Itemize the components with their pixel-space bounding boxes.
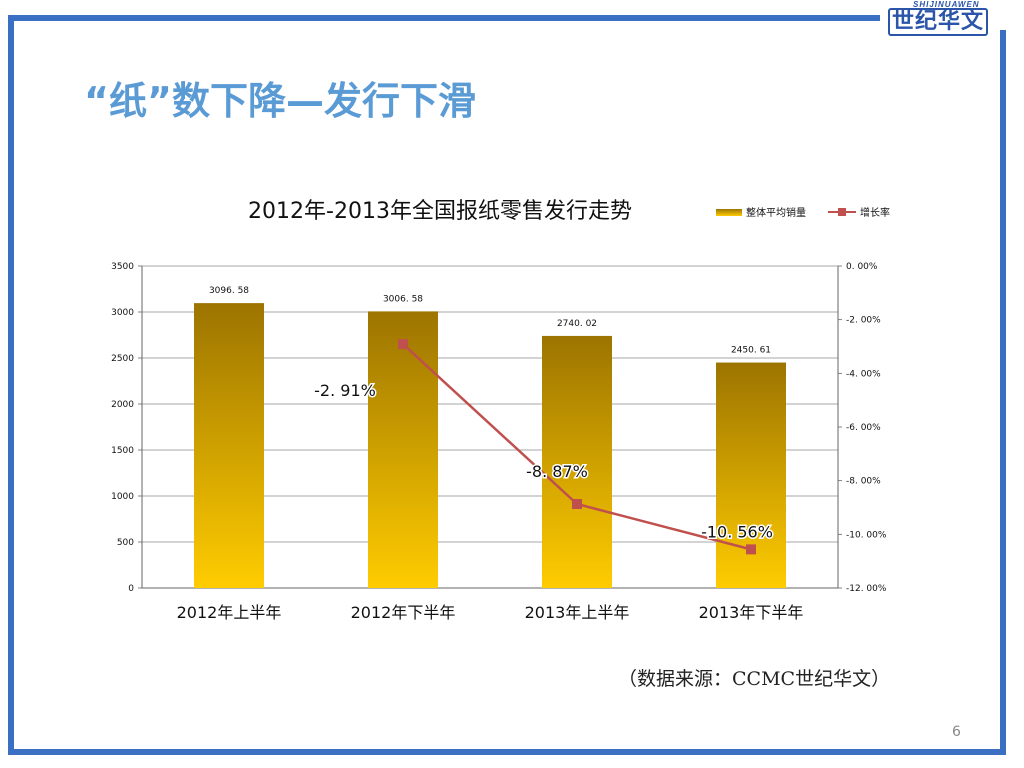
right-axis-tick-label: -12. 00% [846,584,887,594]
bar [194,303,264,588]
x-axis-category-label: 2012年下半年 [351,603,456,622]
left-axis-tick-label: 0 [128,584,134,594]
logo: 世纪华文 [891,9,984,34]
x-axis-category-label: 2012年上半年 [177,603,282,622]
frame-right-border [1000,30,1006,755]
right-axis-tick-label: -6. 00% [846,423,881,433]
bar [368,311,438,588]
logo-frame [888,8,988,36]
frame-top-border [10,15,880,21]
left-axis-tick-label: 2000 [111,400,134,410]
x-axis-category-label: 2013年下半年 [699,603,804,622]
frame-bottom-border [8,749,1006,755]
left-axis-tick-label: 500 [117,538,134,548]
growth-rate-label: -10. 56% [701,522,773,541]
bar-value-label: 2740. 02 [557,319,597,329]
growth-rate-marker [746,544,756,555]
frame-left-border [8,15,14,755]
left-axis-tick-label: 1000 [111,492,134,502]
bar-value-label: 2450. 61 [731,346,771,356]
slide-title: “纸”数下降—发行下滑 [84,79,476,123]
growth-rate-marker [398,339,408,350]
legend-line-label: 增长率 [860,206,890,219]
legend-line-marker [838,208,846,216]
data-source-note: （数据来源：CCMC世纪华文） [618,668,891,690]
left-axis-tick-label: 1500 [111,446,134,456]
growth-rate-label: -8. 87% [526,462,588,481]
left-axis-tick-label: 3000 [111,308,134,318]
x-axis-category-label: 2013年上半年 [525,603,630,622]
page-number: 6 [952,724,961,740]
left-axis-tick-label: 2500 [111,354,134,364]
right-axis-tick-label: -10. 00% [846,530,887,540]
right-axis-tick-label: 0. 00% [846,262,878,272]
bar-value-label: 3006. 58 [383,294,423,304]
chart-title: 2012年-2013年全国报纸零售发行走势 [248,199,632,224]
logo-english-text: SHIJINUAWEN [913,0,980,9]
right-axis-tick-label: -4. 00% [846,369,881,379]
right-axis-tick-label: -2. 00% [846,316,881,326]
legend-bar-swatch [716,209,742,216]
left-axis-tick-label: 3500 [111,262,134,272]
bar [542,335,612,588]
legend-bar-label: 整体平均销量 [746,206,806,219]
growth-rate-label: -2. 91% [314,381,376,400]
growth-rate-marker [572,499,582,510]
bar-value-label: 3096. 58 [209,286,249,296]
right-axis-tick-label: -8. 00% [846,477,881,487]
